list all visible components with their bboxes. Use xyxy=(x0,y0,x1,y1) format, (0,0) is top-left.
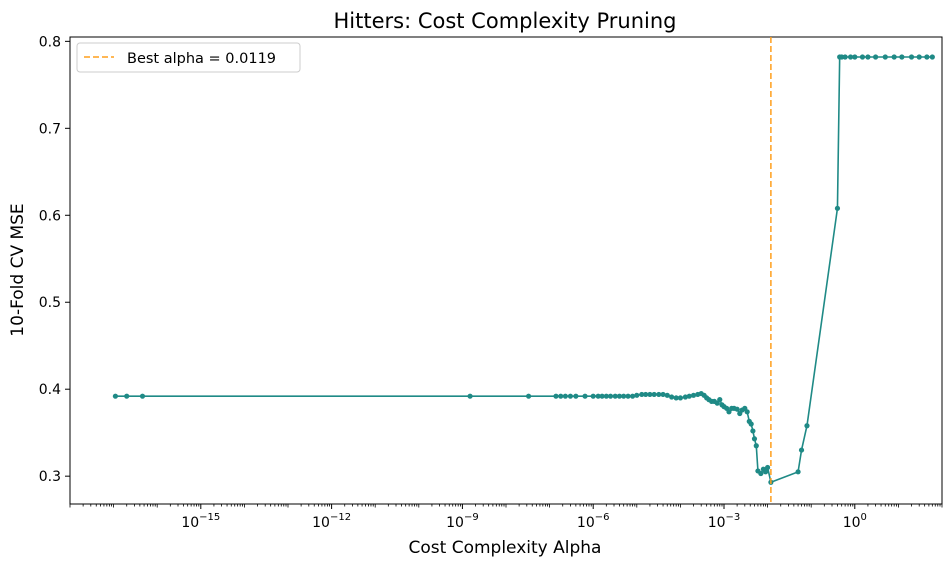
data-point xyxy=(865,54,871,60)
data-point xyxy=(562,393,568,399)
x-axis-ticks: 10−15 10−12 10−9 10−6 10−3 100 xyxy=(69,504,943,531)
plot-area xyxy=(69,36,943,505)
data-point xyxy=(795,469,801,475)
data-point xyxy=(748,421,754,427)
y-axis-label: 10-Fold CV MSE xyxy=(8,203,28,336)
legend-label-best-alpha: Best alpha = 0.0119 xyxy=(127,51,276,67)
data-point xyxy=(852,54,858,60)
y-tick-label: 0.5 xyxy=(39,295,61,311)
data-point xyxy=(124,393,130,399)
data-point xyxy=(859,54,866,60)
data-point xyxy=(139,393,146,399)
data-point xyxy=(603,393,609,399)
y-tick-label: 0.7 xyxy=(39,121,61,137)
data-point xyxy=(656,391,662,398)
data-point xyxy=(669,394,675,400)
data-point xyxy=(924,54,930,60)
data-point xyxy=(112,393,119,399)
data-point xyxy=(590,393,596,399)
chart-title: Hitters: Cost Complexity Pruning xyxy=(333,9,676,33)
data-point xyxy=(690,392,697,398)
x-tick-label: 10−12 xyxy=(312,512,351,531)
data-point xyxy=(758,470,764,477)
data-point xyxy=(573,393,579,399)
data-point xyxy=(834,205,841,211)
data-point xyxy=(673,395,679,401)
data-point xyxy=(734,406,740,412)
data-point xyxy=(765,464,771,471)
data-point xyxy=(607,393,614,399)
x-axis-label: Cost Complexity Alpha xyxy=(409,538,602,558)
data-point xyxy=(467,393,473,399)
data-point xyxy=(664,392,670,398)
data-point xyxy=(677,395,684,401)
data-point xyxy=(634,392,640,398)
data-point xyxy=(686,393,692,399)
data-point xyxy=(750,428,756,434)
data-point xyxy=(763,469,769,475)
data-point xyxy=(647,391,653,398)
axes-frame xyxy=(69,36,943,505)
series-line xyxy=(115,56,933,484)
x-tick-label: 10−3 xyxy=(708,512,741,531)
data-point xyxy=(639,391,645,398)
data-point xyxy=(526,393,532,399)
data-point xyxy=(595,393,601,399)
y-tick-label: 0.3 xyxy=(39,469,61,485)
data-point xyxy=(751,436,758,442)
series-layer xyxy=(112,54,935,485)
x-tick-label: 10−6 xyxy=(577,512,610,531)
legend: Best alpha = 0.0119 xyxy=(76,42,301,73)
data-point xyxy=(847,54,854,60)
data-point xyxy=(753,443,759,449)
data-point xyxy=(643,391,649,398)
data-point xyxy=(929,54,935,60)
data-point xyxy=(804,423,810,429)
data-point xyxy=(908,54,915,60)
x-tick-label: 10−9 xyxy=(446,512,479,531)
data-point xyxy=(582,393,588,399)
data-point xyxy=(567,393,574,399)
legend-box xyxy=(76,42,301,73)
data-point xyxy=(899,54,905,60)
x-tick-label: 10−15 xyxy=(181,512,220,531)
data-point xyxy=(891,54,897,60)
y-axis-ticks: 0.3 0.4 0.5 0.6 0.7 0.8 xyxy=(39,34,70,485)
data-point xyxy=(625,393,631,399)
data-point xyxy=(842,54,848,60)
data-point xyxy=(873,54,879,60)
data-point xyxy=(798,447,805,453)
data-point xyxy=(629,393,636,399)
data-point xyxy=(651,391,657,398)
data-point xyxy=(599,393,605,399)
y-tick-label: 0.6 xyxy=(39,208,61,224)
y-tick-label: 0.4 xyxy=(39,382,61,398)
data-point xyxy=(882,54,888,60)
data-point xyxy=(682,394,688,400)
data-point xyxy=(916,54,922,60)
x-tick-label: 100 xyxy=(843,512,867,531)
data-point xyxy=(553,393,559,399)
data-point xyxy=(612,393,618,399)
data-point xyxy=(744,409,750,415)
data-point xyxy=(660,391,666,398)
y-tick-label: 0.8 xyxy=(39,34,61,50)
data-point xyxy=(616,393,623,399)
data-point xyxy=(621,393,627,399)
data-point xyxy=(717,397,723,403)
data-point xyxy=(558,393,564,399)
